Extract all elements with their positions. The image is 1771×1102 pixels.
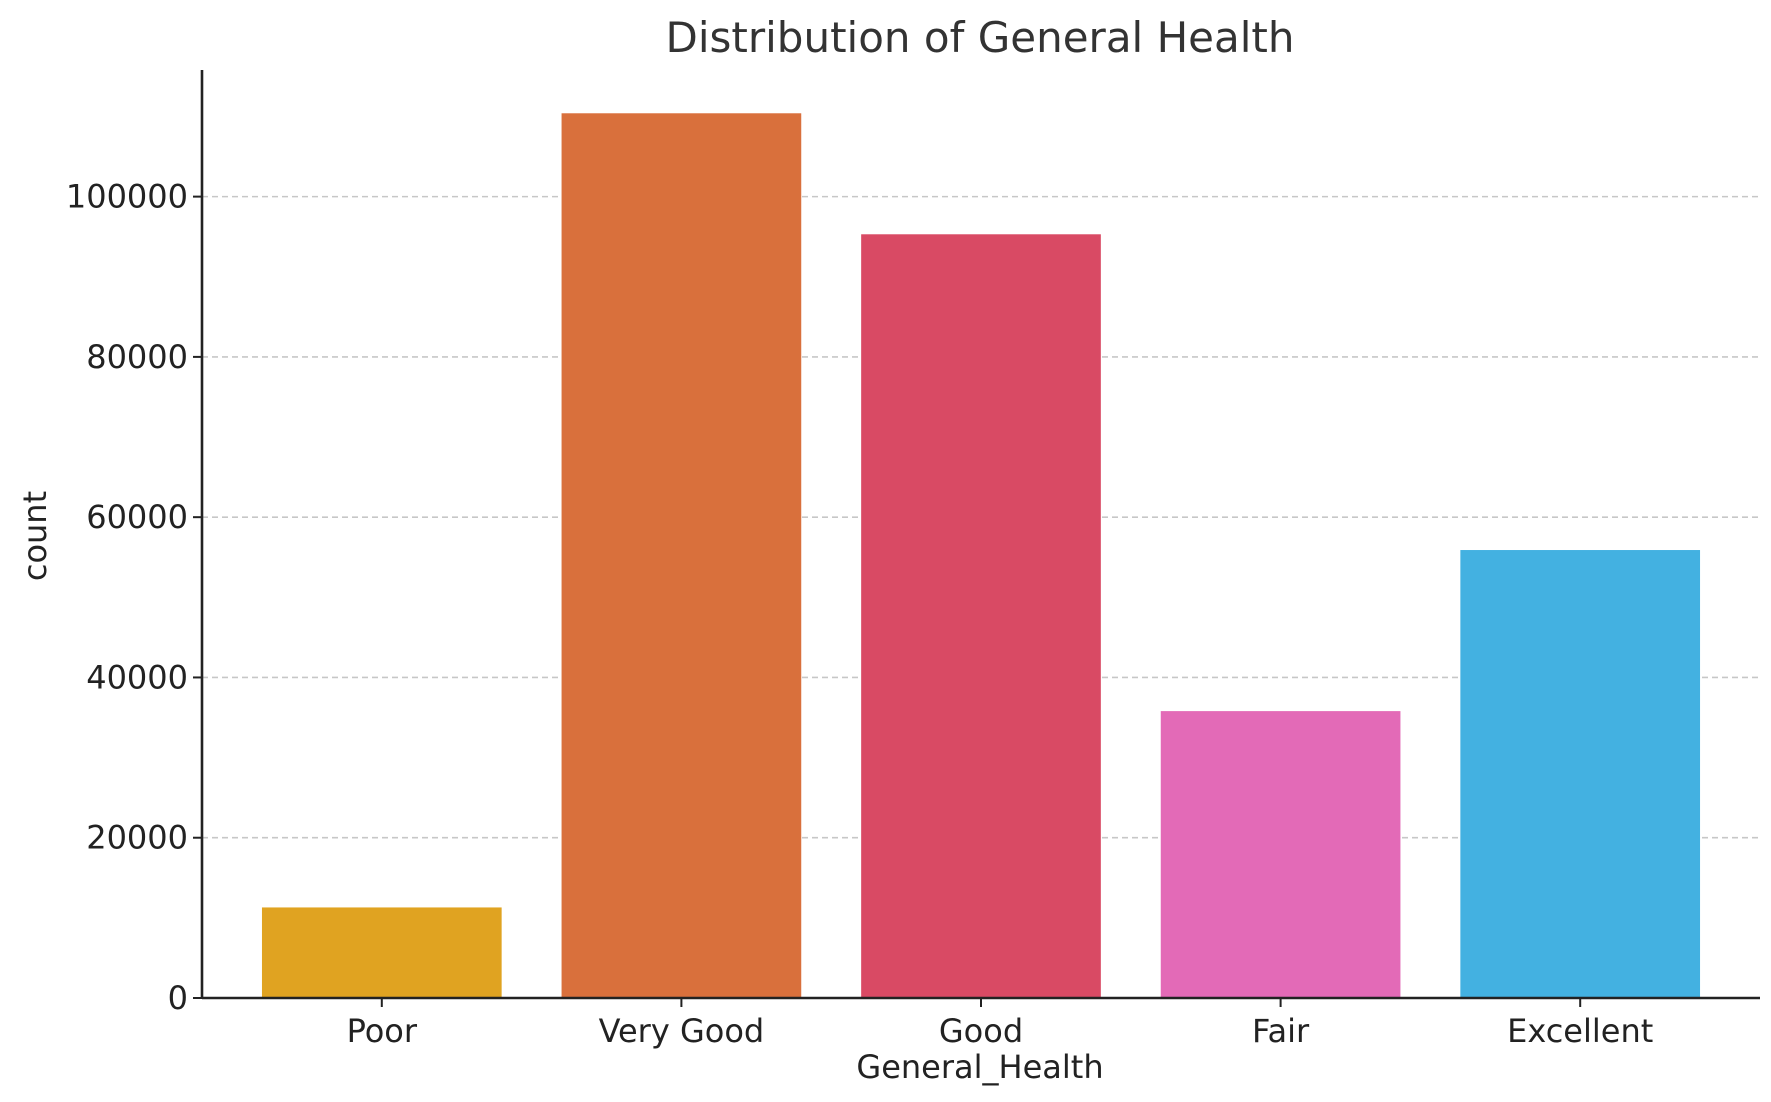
x-tick-label: Good xyxy=(939,1012,1023,1050)
y-tick-label: 80000 xyxy=(86,338,188,376)
x-axis-label: General_Health xyxy=(856,1048,1103,1086)
y-tick-label: 100000 xyxy=(66,178,188,216)
bar-poor xyxy=(261,907,502,998)
y-tick-label: 60000 xyxy=(86,498,188,536)
x-tick-label: Poor xyxy=(347,1012,418,1050)
bar-layer xyxy=(261,113,1701,999)
y-tick-label: 40000 xyxy=(86,658,188,696)
y-tick-label: 20000 xyxy=(86,819,188,857)
x-tick-label: Excellent xyxy=(1507,1012,1653,1050)
bar-fair xyxy=(1160,711,1401,998)
bar-very-good xyxy=(561,113,802,999)
x-tick-label: Very Good xyxy=(599,1012,765,1050)
y-tick-label: 0 xyxy=(168,979,188,1017)
bar-good xyxy=(861,234,1101,998)
y-tick-layer: 0 20000 40000 60000 80000 100000 xyxy=(66,178,202,1017)
x-tick-label: Fair xyxy=(1252,1012,1310,1050)
y-axis-label: count xyxy=(16,491,54,581)
bar-excellent xyxy=(1460,550,1701,998)
x-tick-layer: Poor Very Good Good Fair Excellent xyxy=(347,998,1653,1050)
chart-title: Distribution of General Health xyxy=(666,13,1295,62)
